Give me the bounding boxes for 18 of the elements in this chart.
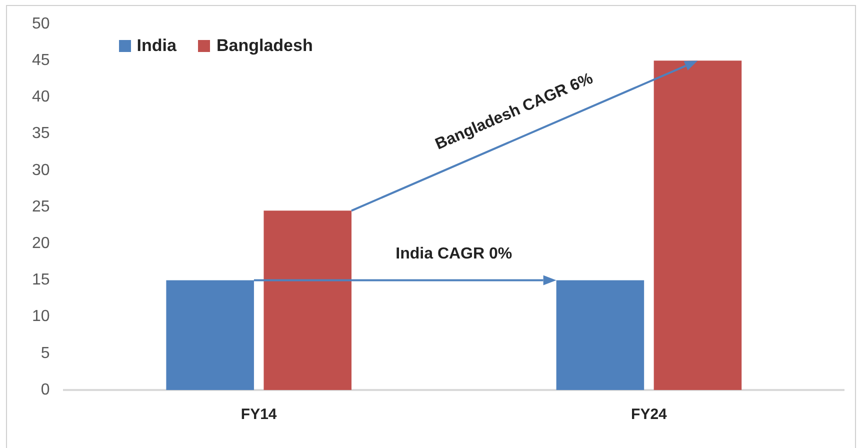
y-tick-label: 25 [32,198,50,216]
y-tick-label: 0 [40,381,50,398]
y-tick-label: 45 [32,52,50,70]
y-tick-label: 50 [32,15,50,32]
legend-label: Bangladesh [215,36,313,56]
bar [654,60,742,390]
x-tick-label: FY14 [240,406,278,424]
y-tick-label: 40 [32,88,50,106]
y-tick-label: 20 [32,235,50,252]
y-tick-label: 35 [32,125,50,142]
y-tick-label: 5 [40,344,50,362]
annotation: India CAGR 0% [396,246,512,263]
y-tick-label: 15 [32,272,50,289]
x-tick-label: FY24 [631,406,668,424]
y-tick-label: 10 [32,308,50,326]
legend-label: India [136,36,176,56]
y-tick-label: 30 [32,162,50,179]
bar [264,210,352,390]
